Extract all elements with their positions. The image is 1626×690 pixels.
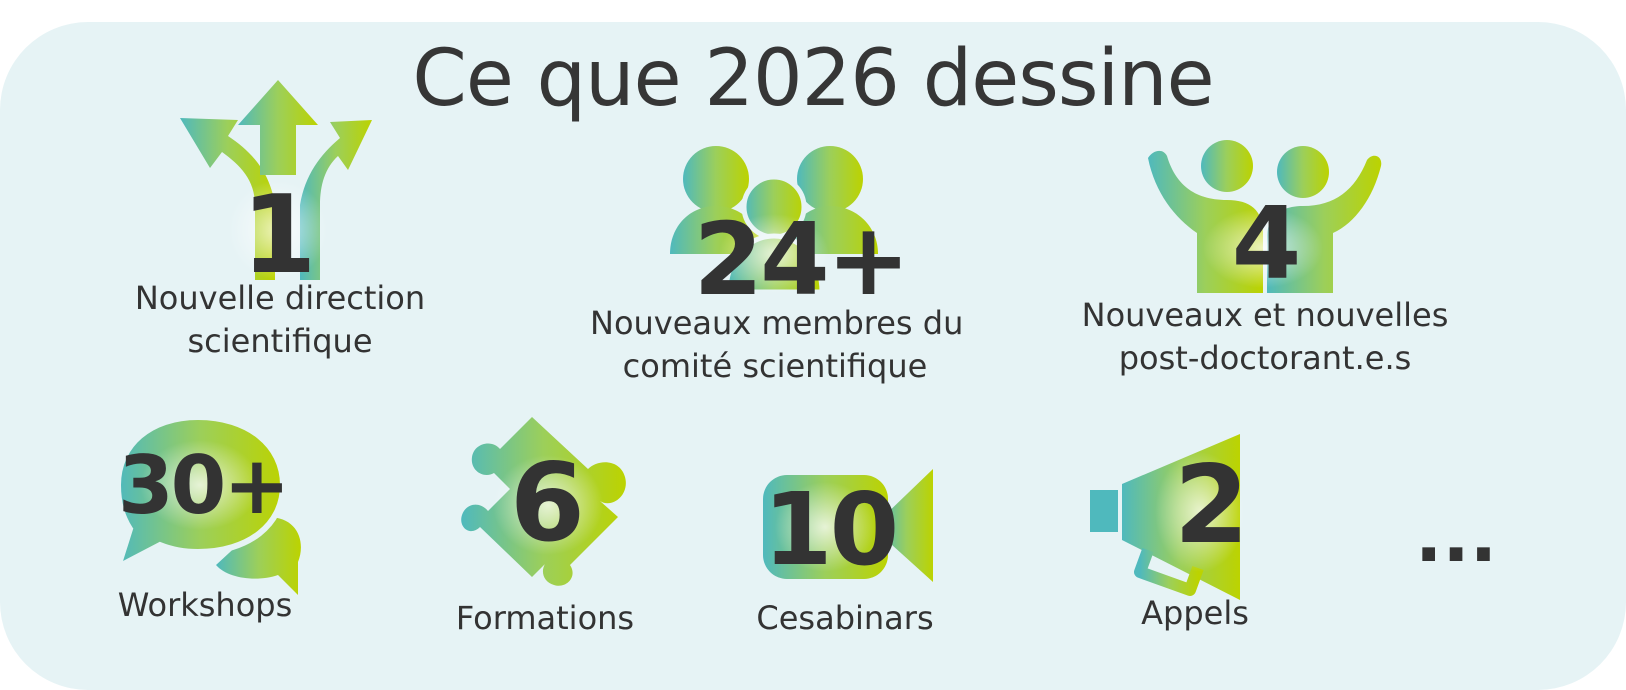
puzzle-piece-icon <box>461 417 626 586</box>
stat-number-5: 6 <box>509 441 585 566</box>
megaphone-icon <box>1090 434 1245 600</box>
stat-label-6: Cesabinars <box>756 599 934 637</box>
video-camera-icon <box>763 469 933 582</box>
speech-bubbles-icon <box>118 417 301 595</box>
stat-label-2: Nouveaux membres du comité scientifique <box>590 304 964 386</box>
stat-label-1: Nouvelle direction scientifique <box>134 279 426 361</box>
stat-number-4: 30+ <box>118 439 290 532</box>
branching-arrows-icon <box>180 80 372 280</box>
stat-number-2: 24+ <box>693 201 911 318</box>
infographic-card: Ce que 2026 dessine 1 Nouvelle direction… <box>0 22 1626 690</box>
stat-label-7: Appels <box>1141 594 1249 632</box>
stat-number-3: 4 <box>1231 185 1302 302</box>
more-ellipsis: ... <box>1415 494 1498 578</box>
stat-number-1: 1 <box>241 173 316 298</box>
page-title: Ce que 2026 dessine <box>412 34 1214 124</box>
stat-label-3: Nouveaux et nouvelles post-doctorant.e.s <box>1081 296 1449 378</box>
cheering-people-icon <box>1148 140 1382 293</box>
group-people-icon <box>670 146 878 294</box>
stat-number-7: 2 <box>1173 443 1249 568</box>
stat-label-5: Formations <box>455 599 635 637</box>
stat-number-6: 10 <box>763 471 899 588</box>
stat-label-4: Workshops <box>117 586 293 624</box>
